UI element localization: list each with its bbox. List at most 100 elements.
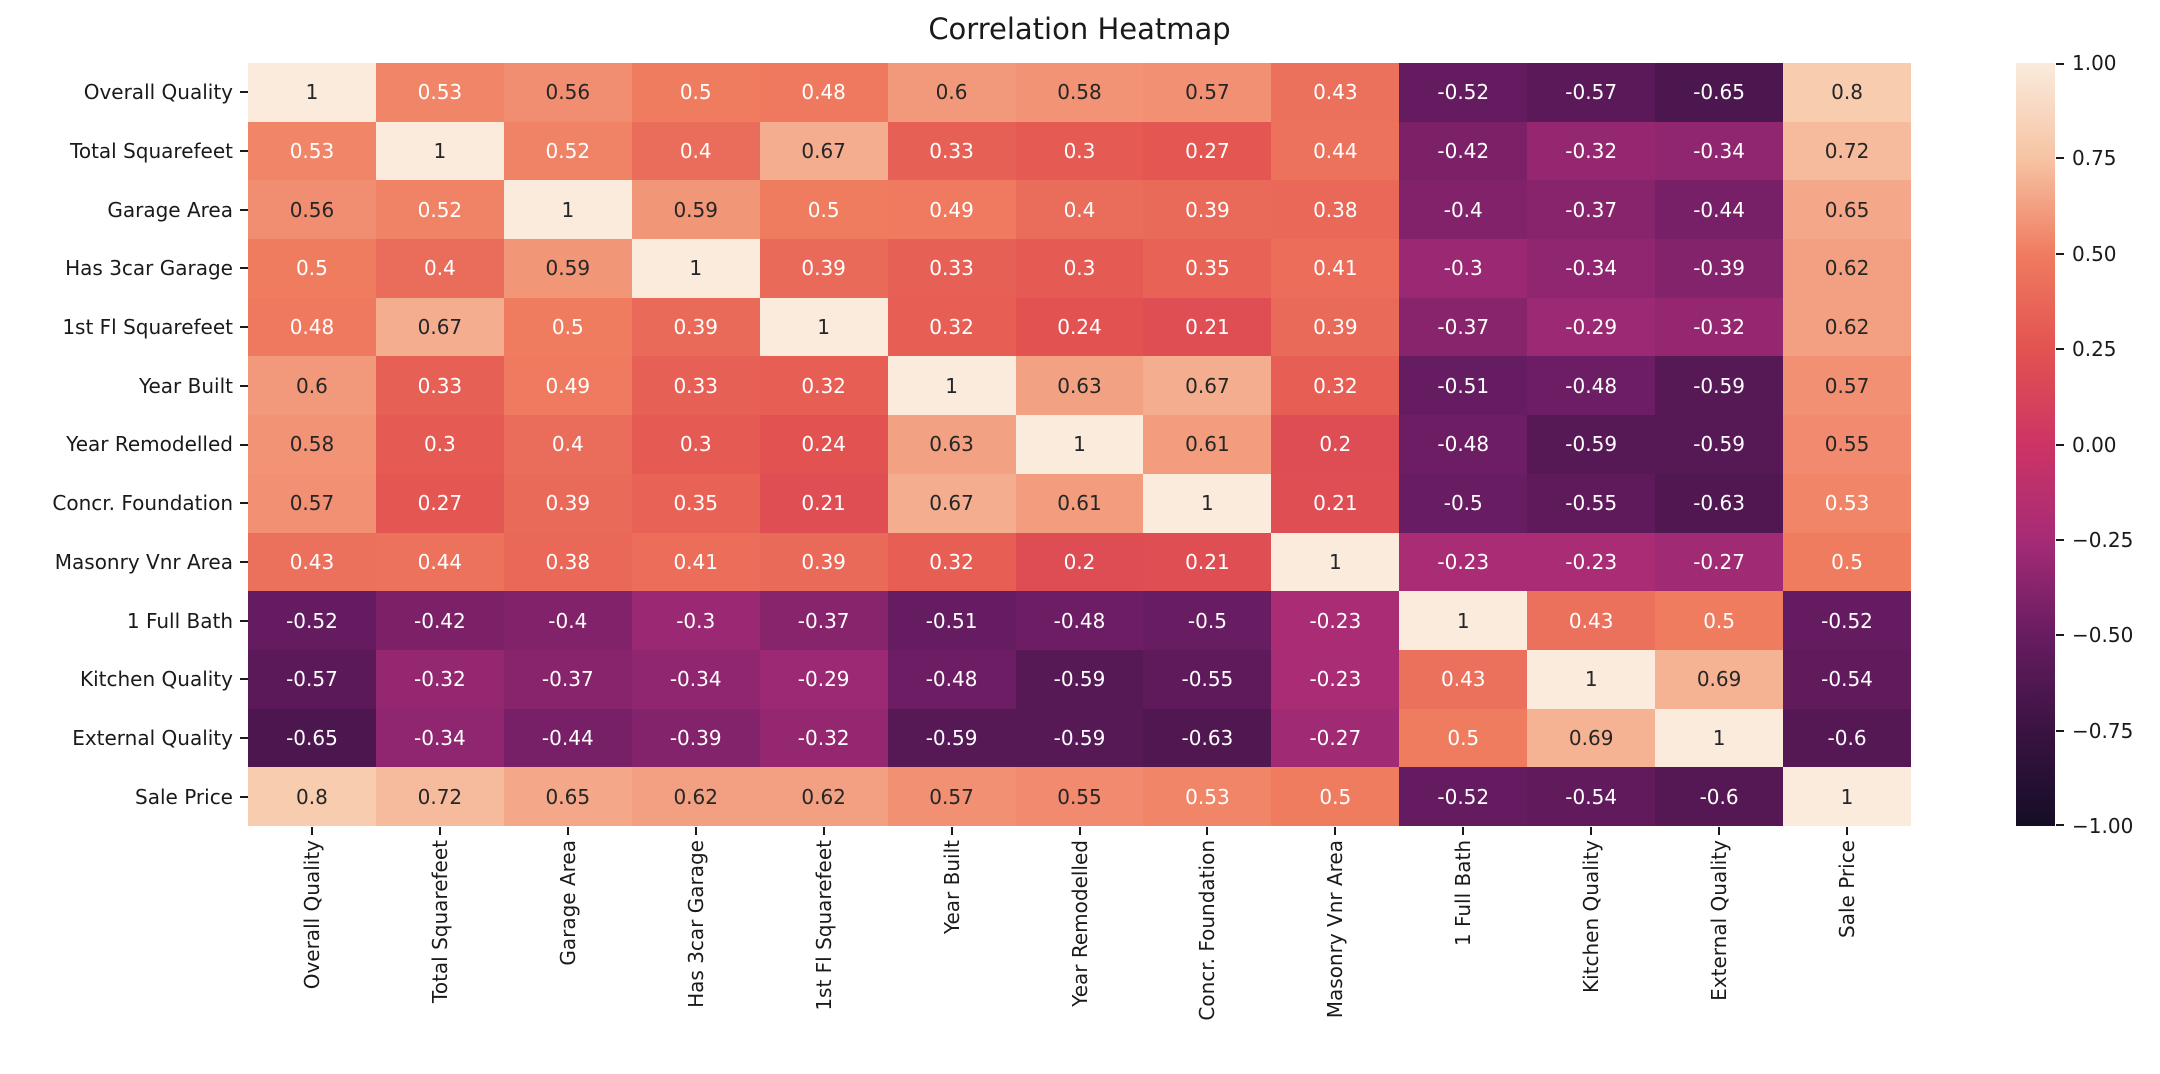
x-tick-label: Garage Area xyxy=(555,840,580,966)
heatmap-cell: 1 xyxy=(503,180,632,240)
heatmap-cell: -0.63 xyxy=(1143,708,1272,768)
heatmap-cell: 0.52 xyxy=(375,180,504,240)
y-tick-mark xyxy=(240,619,248,622)
y-tick-label: 1st Fl Squarefeet xyxy=(62,315,233,340)
x-tick-mark xyxy=(1590,827,1593,835)
y-tick-label: External Quality xyxy=(72,725,233,750)
heatmap-cell: -0.48 xyxy=(1015,591,1144,650)
colorbar-tick-label: 0.50 xyxy=(2072,241,2117,266)
heatmap-cell: 0.2 xyxy=(1271,415,1400,474)
heatmap-cell: 0.8 xyxy=(1783,63,1911,122)
heatmap-cell: -0.59 xyxy=(1015,649,1144,709)
y-tick-label: Year Remodelled xyxy=(66,432,233,457)
y-tick-mark xyxy=(240,267,248,270)
heatmap-cell: 0.57 xyxy=(248,473,376,533)
heatmap-cell: -0.23 xyxy=(1399,532,1528,592)
y-tick-label: Garage Area xyxy=(107,197,233,222)
heatmap-cell: -0.59 xyxy=(1527,415,1656,474)
x-tick-label: Has 3car Garage xyxy=(683,840,708,1008)
heatmap-cell: 0.67 xyxy=(759,121,888,181)
heatmap-cell: 0.5 xyxy=(759,180,888,240)
heatmap-cell: -0.54 xyxy=(1783,649,1911,709)
heatmap-cell: 0.62 xyxy=(631,767,760,826)
y-tick-label: Overall Quality xyxy=(83,80,233,105)
heatmap-cell: 0.35 xyxy=(1143,239,1272,298)
heatmap-cell: 0.5 xyxy=(248,239,376,298)
x-tick-mark xyxy=(1334,827,1337,835)
heatmap-cell: 0.21 xyxy=(1143,297,1272,357)
heatmap-cell: -0.59 xyxy=(887,708,1016,768)
x-tick-mark xyxy=(1846,827,1849,835)
x-tick-label: 1st Fl Squarefeet xyxy=(811,840,836,1011)
heatmap-cell: 0.4 xyxy=(631,121,760,181)
heatmap-cell: -0.54 xyxy=(1527,767,1656,826)
x-tick-mark xyxy=(566,827,569,835)
heatmap-cell: 0.44 xyxy=(375,532,504,592)
heatmap-cell: -0.32 xyxy=(759,708,888,768)
colorbar-tick-mark xyxy=(2056,252,2064,255)
heatmap-cell: 0.49 xyxy=(503,356,632,416)
y-tick-label: Total Squarefeet xyxy=(70,139,233,164)
heatmap-cell: 0.43 xyxy=(1271,63,1400,122)
heatmap-cell: 0.53 xyxy=(1143,767,1272,826)
heatmap-cell: 0.55 xyxy=(1783,415,1911,474)
heatmap-cell: 0.6 xyxy=(248,356,376,416)
x-tick-mark xyxy=(694,827,697,835)
heatmap-cell: -0.37 xyxy=(1399,297,1528,357)
heatmap-cell: -0.59 xyxy=(1655,356,1784,416)
y-tick-mark xyxy=(240,502,248,505)
y-tick-label: Concr. Foundation xyxy=(52,491,233,516)
heatmap-cell: 0.57 xyxy=(887,767,1016,826)
heatmap-cell: -0.44 xyxy=(1655,180,1784,240)
heatmap-cell: 0.38 xyxy=(503,532,632,592)
x-tick-label: Year Remodelled xyxy=(1067,840,1092,1007)
heatmap-cell: 0.5 xyxy=(1783,532,1911,592)
heatmap-cell: -0.4 xyxy=(1399,180,1528,240)
heatmap-cell: -0.51 xyxy=(1399,356,1528,416)
heatmap-cell: -0.34 xyxy=(631,649,760,709)
heatmap-cell: 1 xyxy=(1015,415,1144,474)
y-tick-mark xyxy=(240,326,248,329)
heatmap-cell: 0.8 xyxy=(248,767,376,826)
heatmap-cell: 0.32 xyxy=(1271,356,1400,416)
heatmap-cell: 1 xyxy=(887,356,1016,416)
heatmap-cell: -0.5 xyxy=(1399,473,1528,533)
heatmap-cell: 1 xyxy=(1143,473,1272,533)
heatmap-cell: -0.4 xyxy=(503,591,632,650)
heatmap-cell: 1 xyxy=(631,239,760,298)
heatmap-cell: 0.53 xyxy=(248,121,376,181)
heatmap-cell: -0.3 xyxy=(1399,239,1528,298)
heatmap-cell: -0.32 xyxy=(1527,121,1656,181)
heatmap-cell: 0.72 xyxy=(375,767,504,826)
heatmap-cell: -0.44 xyxy=(503,708,632,768)
heatmap-cell: -0.6 xyxy=(1783,708,1911,768)
heatmap-cell: 0.65 xyxy=(1783,180,1911,240)
heatmap-cell: 1 xyxy=(1271,532,1400,592)
heatmap-cell: 0.2 xyxy=(1015,532,1144,592)
heatmap-cell: 1 xyxy=(1527,649,1656,709)
heatmap-cell: 0.4 xyxy=(375,239,504,298)
heatmap-cell: 0.5 xyxy=(1399,708,1528,768)
heatmap-cell: -0.65 xyxy=(1655,63,1784,122)
heatmap-cell: 0.62 xyxy=(1783,297,1911,357)
heatmap-cell: 0.35 xyxy=(631,473,760,533)
x-tick-label: External Quality xyxy=(1707,840,1732,1001)
heatmap-cell: 0.67 xyxy=(1143,356,1272,416)
y-tick-mark xyxy=(240,150,248,153)
heatmap-cell: 0.6 xyxy=(887,63,1016,122)
heatmap-cell: 0.24 xyxy=(759,415,888,474)
heatmap-cell: 0.33 xyxy=(375,356,504,416)
heatmap-cell: 0.41 xyxy=(1271,239,1400,298)
heatmap-cell: 0.33 xyxy=(887,239,1016,298)
heatmap-cell: -0.51 xyxy=(887,591,1016,650)
heatmap-cell: 0.3 xyxy=(375,415,504,474)
heatmap-cell: -0.48 xyxy=(887,649,1016,709)
y-tick-label: Masonry Vnr Area xyxy=(54,549,233,574)
y-tick-mark xyxy=(240,736,248,739)
heatmap-cell: -0.39 xyxy=(1655,239,1784,298)
heatmap-cell: 0.67 xyxy=(887,473,1016,533)
heatmap-cell: -0.32 xyxy=(1655,297,1784,357)
heatmap-cell: -0.23 xyxy=(1271,591,1400,650)
heatmap-cell: 0.62 xyxy=(759,767,888,826)
heatmap-cell: -0.29 xyxy=(1527,297,1656,357)
